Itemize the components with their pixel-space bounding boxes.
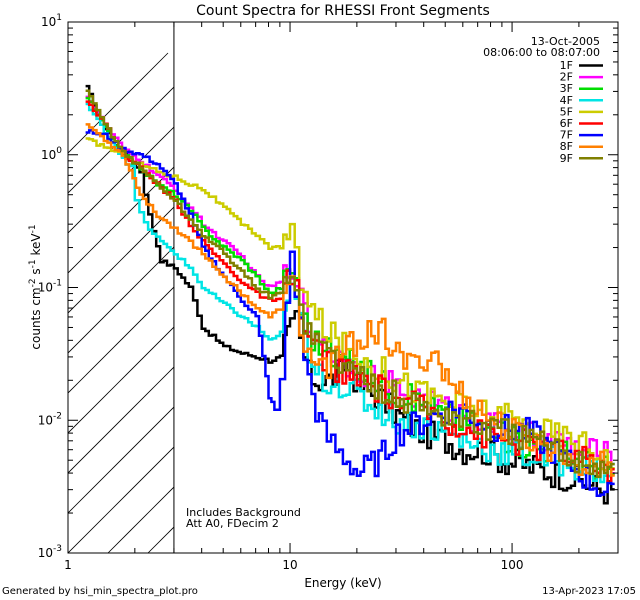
y-tick-label: 101 [41,13,62,29]
hatch-line [68,206,174,314]
x-tick-label: 1 [64,558,72,572]
chart-title: Count Spectra for RHESSI Front Segments [196,3,490,19]
y-axis-label-exp-s: -1 [28,259,38,268]
legend-label-9F: 9F [560,152,573,165]
excluded-energy-hatch [68,52,640,553]
footer-generator: Generated by hsi_min_spectra_plot.pro [2,586,198,597]
legend-label-2F: 2F [560,71,573,84]
hatch-line [68,246,174,354]
series-line-6F [85,100,615,484]
y-axis-label: counts cm-2 s-1 keV-1 [28,224,43,349]
y-axis-label-main: counts cm [29,287,43,349]
y-tick-label: 10-1 [38,279,62,295]
legend-label-6F: 6F [560,117,573,130]
date-label: 13-Oct-2005 [531,35,600,48]
hatch-line [68,366,174,474]
y-axis-label-s: s [29,268,43,278]
hatch-line [68,126,174,234]
x-axis-label: Energy (keV) [304,576,381,590]
legend-label-7F: 7F [560,129,573,142]
plot-frame [67,21,619,554]
hatch-line [268,53,640,553]
series-line-2F [85,95,615,475]
series-group [85,84,615,505]
footer-timestamp: 13-Apr-2023 17:05 [542,586,636,597]
y-tick-label: 10-3 [38,544,62,560]
legend-label-8F: 8F [560,140,573,153]
annotation-background: Includes Background [186,506,301,519]
series-line-7F [85,129,615,498]
hatch-line [68,446,174,553]
series-line-1F [85,84,615,505]
x-tick-label: 10 [282,558,297,572]
legend-label-3F: 3F [560,82,573,95]
hatch-line [107,486,174,553]
hatch-line [68,86,174,194]
hatch-line [68,52,169,154]
y-tick-label: 100 [41,146,62,162]
y-tick-label: 10-2 [38,411,62,427]
x-tick-label: 100 [501,558,524,572]
hatch-line [388,53,640,553]
series-line-9F [85,89,615,479]
legend-label-5F: 5F [560,105,573,118]
hatch-line [628,53,640,553]
annotation-attenuator: Att A0, FDecim 2 [186,517,279,530]
hatch-line [68,406,174,514]
y-axis-label-kev: keV [29,233,43,260]
series-line-8F [85,123,615,477]
legend-label-1F: 1F [560,59,573,72]
time-range-label: 08:06:00 to 08:07:00 [483,46,600,59]
hatch-line [68,286,174,394]
axis-ticks: 1 10 100 10-3 10-2 10-1 100 101 [38,13,619,572]
y-axis-label-exp-cm: -2 [28,278,38,287]
y-axis-label-exp-kev: -1 [28,224,38,233]
series-line-4F [85,102,615,484]
legend-label-4F: 4F [560,94,573,107]
